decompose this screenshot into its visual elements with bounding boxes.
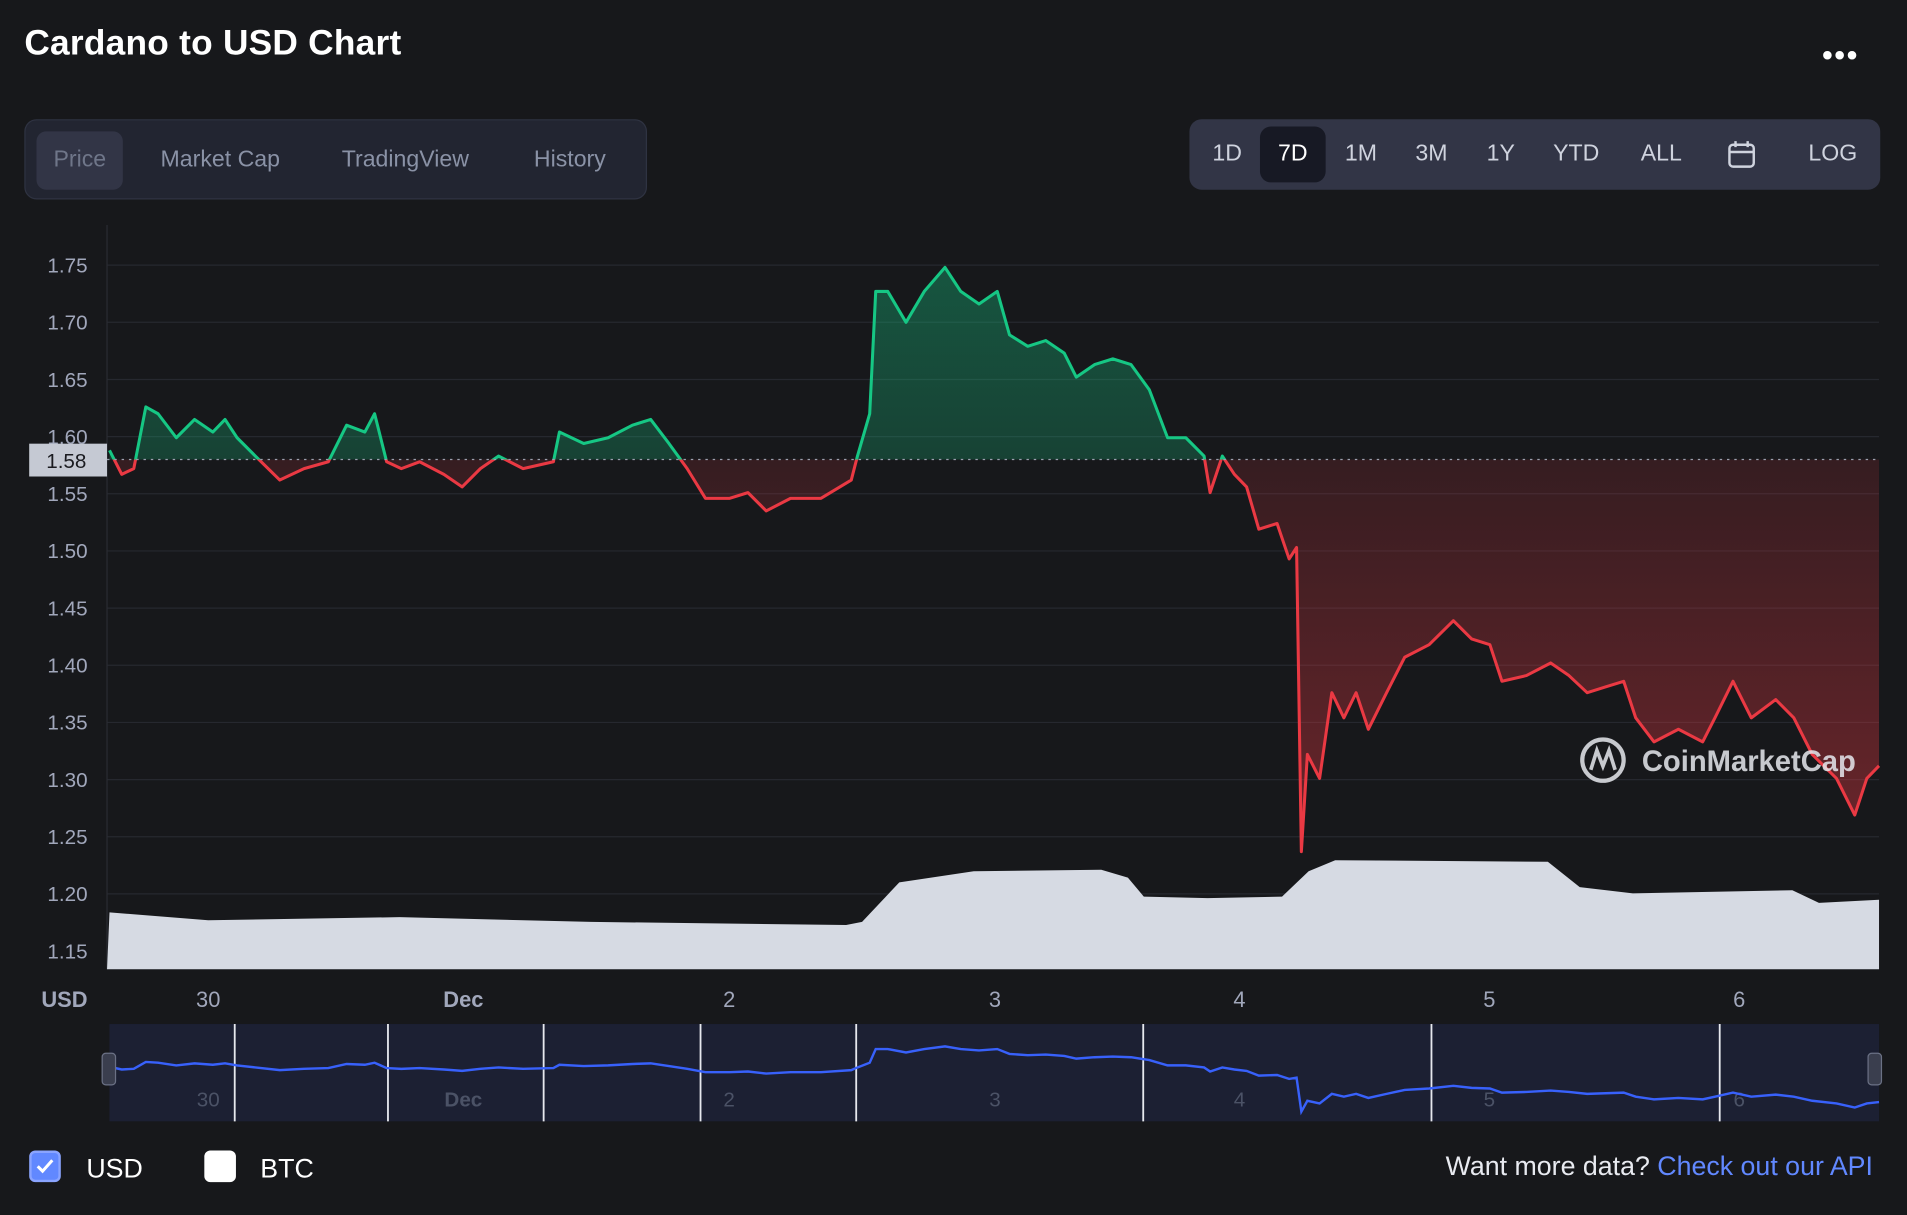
range-1m[interactable]: 1M bbox=[1344, 141, 1377, 167]
log-scale-toggle[interactable]: LOG bbox=[1808, 141, 1858, 167]
tab-history[interactable]: History bbox=[533, 147, 606, 173]
navigator-tick-label: 3 bbox=[989, 1089, 1001, 1112]
x-tick-label: Dec bbox=[443, 987, 483, 1012]
range-navigator[interactable]: 30 Dec 2 3 4 5 6 bbox=[101, 1024, 1883, 1122]
api-prompt: Want more data? bbox=[1445, 1150, 1658, 1181]
range-1d[interactable]: 1D bbox=[1212, 141, 1242, 167]
price-line-down bbox=[112, 459, 1881, 854]
date-picker-button[interactable] bbox=[1715, 126, 1769, 182]
y-tick-label: 1.25 bbox=[47, 826, 87, 849]
navigator-handle-right[interactable] bbox=[1867, 1052, 1883, 1086]
navigator-tick-label: 4 bbox=[1234, 1089, 1246, 1112]
usd-legend-label: USD bbox=[86, 1152, 143, 1184]
ellipsis-icon: ••• bbox=[1821, 36, 1859, 73]
x-axis: USD 30 Dec 2 3 4 5 6 bbox=[41, 987, 1745, 1012]
more-options-button[interactable]: ••• bbox=[1822, 36, 1859, 74]
page-title: Cardano to USD Chart bbox=[24, 24, 402, 64]
coinmarketcap-watermark: CoinMarketCap bbox=[1580, 737, 1856, 783]
x-tick-label: 6 bbox=[1733, 987, 1745, 1012]
volume-area-shape bbox=[107, 860, 1880, 970]
watermark-text: CoinMarketCap bbox=[1642, 746, 1856, 778]
navigator-tick-label: 5 bbox=[1484, 1089, 1496, 1112]
navigator-background bbox=[109, 1024, 1880, 1122]
y-axis: 1.75 1.70 1.65 1.60 1.55 1.50 1.45 1.40 1.35 1.30… bbox=[47, 254, 87, 963]
price-area-down bbox=[109, 459, 1880, 852]
usd-checkbox[interactable] bbox=[29, 1150, 61, 1183]
y-tick-label: 1.65 bbox=[47, 369, 87, 392]
range-1y[interactable]: 1Y bbox=[1486, 141, 1515, 167]
x-tick-label: 5 bbox=[1483, 987, 1495, 1012]
x-tick-label: 4 bbox=[1233, 987, 1245, 1012]
y-tick-label: 1.30 bbox=[47, 769, 87, 792]
chart-type-tabs: Price Market Cap TradingView History bbox=[24, 119, 648, 200]
navigator-handle-left[interactable] bbox=[101, 1052, 117, 1086]
y-tick-label: 1.40 bbox=[47, 655, 87, 678]
api-link[interactable]: Check out our API bbox=[1657, 1150, 1873, 1181]
checkmark-icon bbox=[36, 1159, 54, 1174]
tab-tradingview[interactable]: TradingView bbox=[341, 147, 469, 173]
price-line-up bbox=[108, 265, 1227, 460]
calendar-icon bbox=[1728, 141, 1755, 168]
navigator-tick-label: 2 bbox=[723, 1089, 735, 1112]
price-area-up bbox=[109, 267, 1880, 460]
price-chart[interactable]: 1.75 1.70 1.65 1.60 1.55 1.50 1.45 1.40 1.35 1.30… bbox=[0, 0, 1907, 1143]
y-unit-label: USD bbox=[41, 987, 87, 1012]
y-tick-label: 1.45 bbox=[47, 597, 87, 620]
y-tick-label: 1.20 bbox=[47, 883, 87, 906]
y-tick-label: 1.35 bbox=[47, 712, 87, 735]
reference-price-badge bbox=[29, 443, 108, 477]
price-series bbox=[108, 265, 1881, 854]
btc-legend-label: BTC bbox=[260, 1152, 314, 1184]
reference-price: 1.58 bbox=[29, 443, 1880, 477]
cmc-logo-icon bbox=[1580, 737, 1626, 783]
navigator-tick-label: Dec bbox=[444, 1089, 482, 1112]
range-ytd[interactable]: YTD bbox=[1553, 141, 1600, 167]
y-tick-label: 1.50 bbox=[47, 540, 87, 563]
range-3m[interactable]: 3M bbox=[1415, 141, 1448, 167]
btc-checkbox[interactable] bbox=[204, 1150, 236, 1183]
tab-price[interactable]: Price bbox=[36, 131, 124, 190]
y-tick-label: 1.60 bbox=[47, 426, 87, 449]
range-7d[interactable]: 7D bbox=[1259, 126, 1326, 183]
navigator-tick-label: 30 bbox=[197, 1089, 220, 1112]
y-tick-label: 1.55 bbox=[47, 483, 87, 506]
y-tick-label: 1.15 bbox=[47, 940, 87, 963]
navigator-line bbox=[109, 1045, 1880, 1116]
y-tick-label: 1.70 bbox=[47, 312, 87, 335]
navigator-tick-label: 6 bbox=[1733, 1089, 1745, 1112]
y-tick-label: 1.75 bbox=[47, 254, 87, 277]
api-promo: Want more data? Check out our API bbox=[1446, 1151, 1873, 1183]
reference-price-label: 1.58 bbox=[46, 450, 86, 473]
volume-area bbox=[107, 860, 1880, 970]
time-range-selector: 1D 7D 1M 3M 1Y YTD ALL LOG bbox=[1189, 119, 1881, 190]
x-tick-label: 2 bbox=[723, 987, 735, 1012]
tab-market-cap[interactable]: Market Cap bbox=[160, 147, 280, 173]
x-tick-label: 30 bbox=[196, 987, 220, 1012]
range-all[interactable]: ALL bbox=[1640, 141, 1682, 167]
x-tick-label: 3 bbox=[989, 987, 1001, 1012]
